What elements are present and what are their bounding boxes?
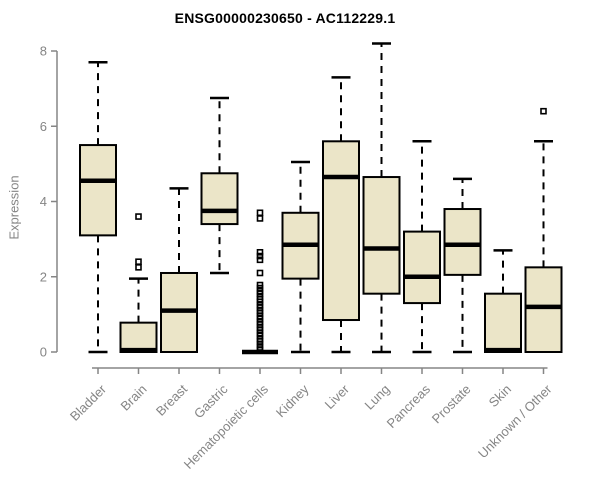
box (362, 176, 401, 295)
box (322, 140, 360, 322)
box (119, 321, 158, 353)
outlier-point (540, 107, 547, 115)
y-tick-label: 0 (40, 345, 47, 360)
y-tick-label: 6 (40, 119, 47, 134)
outlier-point (135, 264, 142, 271)
y-tick-label: 4 (40, 194, 47, 209)
box (200, 172, 239, 226)
outlier-point (256, 209, 264, 217)
x-tick-label: Breast (153, 381, 190, 418)
x-tick-label: Pancreas (384, 381, 434, 431)
x-tick-label: Lung (362, 382, 393, 413)
x-tick-label: Brain (118, 382, 150, 414)
outlier-point (256, 215, 264, 222)
x-tick-label: Kidney (273, 381, 312, 420)
outlier-point (256, 269, 264, 277)
outlier-point (256, 346, 264, 354)
y-tick-label: 2 (40, 269, 47, 284)
box (79, 144, 117, 237)
x-tick-label: Prostate (429, 382, 474, 427)
y-tick-label: 8 (40, 44, 47, 59)
x-tick-label: Liver (322, 381, 353, 412)
x-tick-label: Gastric (191, 381, 231, 421)
box (403, 230, 441, 305)
outlier-point (135, 213, 142, 220)
outlier-point (256, 248, 264, 256)
x-tick-label: Skin (486, 382, 514, 410)
outlier-point (135, 258, 142, 266)
chart-title: ENSG00000230650 - AC112229.1 (174, 10, 396, 26)
outlier-point (256, 252, 264, 260)
outlier-point (256, 256, 264, 264)
x-tick-label: Unknown / Other (475, 381, 555, 461)
x-tick-label: Bladder (67, 381, 110, 424)
box (524, 266, 563, 353)
box (443, 208, 482, 276)
box (484, 292, 522, 353)
